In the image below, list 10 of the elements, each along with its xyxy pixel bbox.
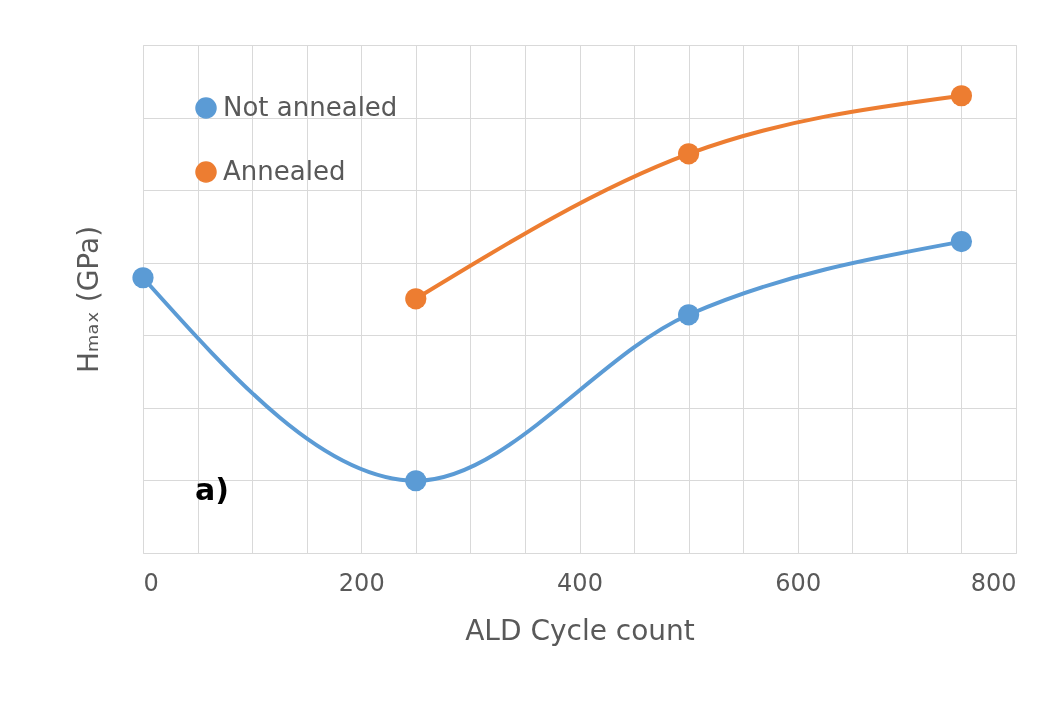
x-tick-label: 600 bbox=[775, 568, 822, 597]
x-axis-title: ALD Cycle count bbox=[465, 613, 695, 647]
legend-label: Annealed bbox=[223, 156, 346, 186]
x-tick-label: 800 bbox=[970, 568, 1017, 597]
x-tick-label: 200 bbox=[338, 568, 385, 597]
annotation: a) bbox=[195, 472, 229, 507]
x-tick-label: 0 bbox=[143, 568, 159, 597]
x-tick-label: 400 bbox=[557, 568, 603, 597]
legend-label: Not annealed bbox=[223, 92, 398, 122]
y-axis-title: Hₘₐₓ (GPa) bbox=[71, 225, 105, 374]
